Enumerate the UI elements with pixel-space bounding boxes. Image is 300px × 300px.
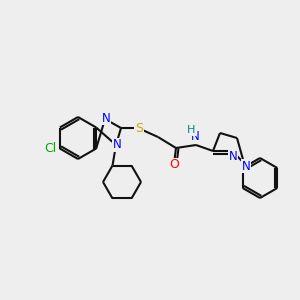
Text: O: O [169, 158, 179, 172]
Text: N: N [102, 112, 110, 124]
Text: N: N [190, 130, 200, 142]
Text: Cl: Cl [45, 142, 57, 155]
Text: N: N [112, 139, 122, 152]
Text: N: N [229, 149, 237, 163]
Text: N: N [242, 160, 250, 172]
Text: H: H [187, 125, 195, 135]
Text: S: S [135, 122, 143, 134]
